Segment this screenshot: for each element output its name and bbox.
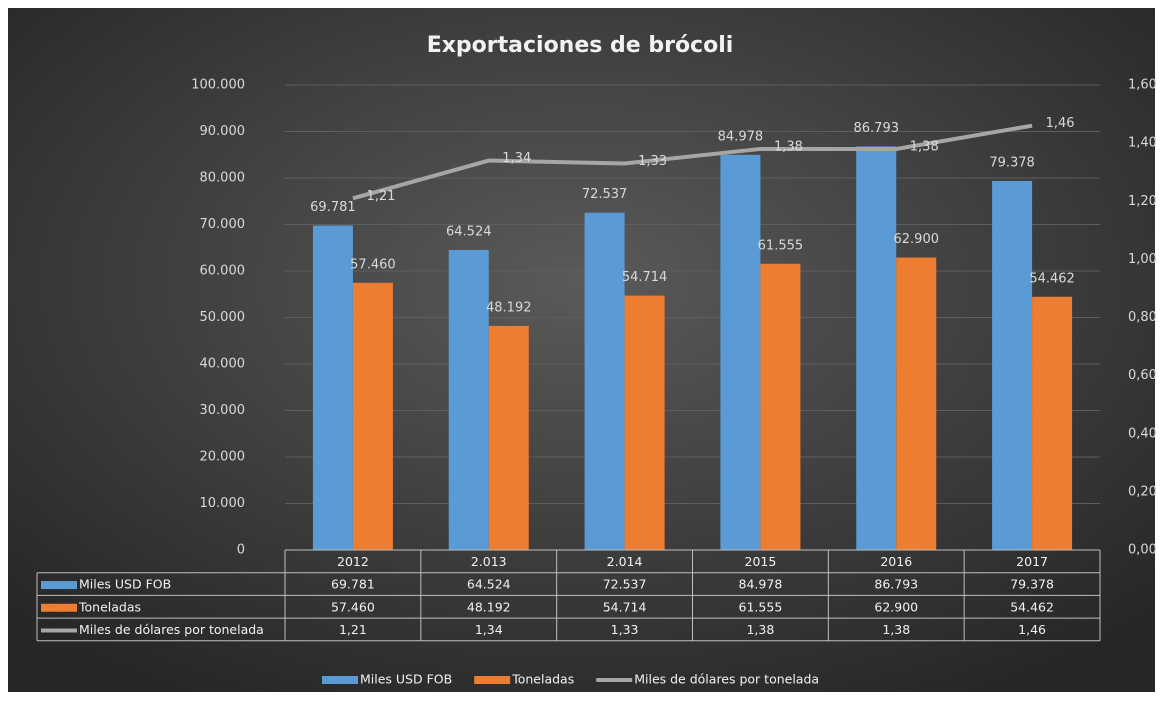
data-label: 54.714 — [622, 270, 668, 285]
y2-tick-label: 1,20 — [1128, 194, 1157, 209]
table-cell: 1,21 — [339, 622, 367, 637]
y2-tick-label: 0,80 — [1128, 310, 1157, 325]
data-label: 86.793 — [854, 121, 900, 136]
table-cell: 1,33 — [611, 622, 639, 637]
legend-key — [474, 676, 511, 684]
table-cell: 61.555 — [739, 599, 783, 614]
y-tick-label: 30.000 — [200, 403, 246, 418]
data-label: 1,38 — [910, 139, 939, 154]
table-cell: 1,46 — [1018, 622, 1046, 637]
y-tick-label: 80.000 — [200, 171, 246, 186]
bar — [624, 295, 665, 550]
table-cell: 86.793 — [874, 577, 918, 592]
y2-tick-label: 0,60 — [1128, 368, 1157, 383]
y2-tick-label: 1,00 — [1128, 252, 1157, 267]
y-tick-label: 60.000 — [200, 264, 246, 279]
table-series-name: Miles de dólares por tonelada — [79, 622, 264, 637]
x-tick-label: 2015 — [745, 554, 777, 569]
line-series — [352, 123, 1033, 201]
table-series-name: Toneladas — [78, 599, 141, 614]
data-label: 1,21 — [366, 189, 395, 204]
y-tick-label: 0 — [237, 543, 245, 558]
bar — [584, 212, 625, 551]
table-cell: 1,38 — [882, 622, 910, 637]
table-cell: 48.192 — [467, 599, 511, 614]
bar — [488, 325, 529, 550]
table-cell: 54.714 — [603, 599, 647, 614]
y2-tick-label: 0,20 — [1128, 484, 1157, 499]
legend-label: Miles USD FOB — [360, 672, 452, 687]
legend-label: Miles de dólares por tonelada — [634, 672, 819, 687]
data-label: 48.192 — [486, 300, 532, 315]
bar — [1032, 296, 1073, 550]
table-cell: 64.524 — [467, 577, 511, 592]
table-cell: 1,38 — [746, 622, 774, 637]
data-label: 54.462 — [1029, 271, 1075, 286]
legend-key — [322, 676, 358, 684]
data-label: 72.537 — [582, 187, 628, 202]
table-cell: 1,34 — [475, 622, 503, 637]
bar — [896, 257, 937, 550]
table-cell: 69.781 — [331, 577, 375, 592]
bar — [856, 146, 897, 551]
y2-tick-label: 1,40 — [1128, 136, 1157, 151]
data-label: 1,46 — [1046, 116, 1075, 131]
data-label: 69.781 — [310, 200, 356, 215]
table-cell: 57.460 — [331, 599, 375, 614]
table-legend-key — [41, 603, 77, 612]
x-tick-label: 2.013 — [471, 554, 507, 569]
x-tick-label: 2016 — [880, 554, 912, 569]
y-tick-label: 10.000 — [200, 496, 246, 511]
y2-tick-label: 1,60 — [1128, 78, 1157, 93]
y-tick-label: 40.000 — [200, 357, 246, 372]
bar — [448, 249, 489, 551]
data-label: 62.900 — [894, 232, 940, 247]
bar — [992, 180, 1033, 550]
table-cell: 79.378 — [1010, 577, 1054, 592]
y2-tick-label: 0,40 — [1128, 426, 1157, 441]
data-label: 84.978 — [718, 129, 764, 144]
data-label: 64.524 — [446, 224, 492, 239]
table-series-name: Miles USD FOB — [79, 577, 171, 592]
data-label: 61.555 — [758, 238, 804, 253]
x-tick-label: 2.014 — [607, 554, 643, 569]
bar — [720, 154, 761, 550]
data-label: 57.460 — [350, 257, 396, 272]
y-tick-label: 20.000 — [200, 450, 246, 465]
bar — [352, 282, 393, 550]
y-tick-label: 50.000 — [200, 310, 246, 325]
y-tick-label: 70.000 — [200, 217, 246, 232]
table-cell: 54.462 — [1010, 599, 1054, 614]
table-cell: 72.537 — [603, 577, 647, 592]
table-cell: 84.978 — [739, 577, 783, 592]
data-label: 1,33 — [638, 154, 667, 169]
y-tick-label: 90.000 — [200, 124, 246, 139]
y2-tick-label: 0,00 — [1128, 543, 1157, 558]
chart-background — [8, 8, 1155, 692]
table-cell: 62.900 — [874, 599, 918, 614]
table-legend-key — [41, 581, 77, 590]
chart-title: Exportaciones de brócoli — [427, 33, 734, 58]
x-tick-label: 2017 — [1016, 554, 1048, 569]
y-tick-label: 100.000 — [191, 78, 245, 93]
legend-label: Toneladas — [511, 672, 574, 687]
data-label: 1,38 — [774, 139, 803, 154]
data-label: 79.378 — [989, 155, 1035, 170]
data-label: 1,34 — [502, 151, 531, 166]
x-tick-label: 2012 — [337, 554, 369, 569]
bar — [760, 263, 801, 550]
bar — [312, 225, 353, 550]
